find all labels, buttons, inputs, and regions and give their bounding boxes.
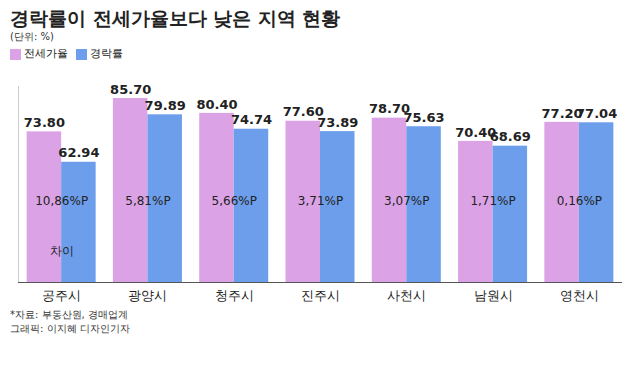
html-text:경락률이 전세가율보다 낮은 지역 현황: 경락률이 전세가율보다 낮은 지역 현황 — [10, 7, 341, 29]
svg-text:77.04: 77.04 — [576, 106, 617, 121]
svg-text:3,07%P: 3,07%P — [384, 194, 429, 208]
svg-text:74.74: 74.74 — [231, 112, 272, 127]
svg-text:75.63: 75.63 — [403, 110, 444, 125]
svg-text:차이: 차이 — [50, 244, 74, 258]
html-text:경락률: 경락률 — [90, 47, 123, 60]
svg-text:5,66%P: 5,66%P — [212, 194, 257, 208]
svg-text:진주시: 진주시 — [301, 288, 340, 303]
svg-text:1,71%P: 1,71%P — [470, 194, 515, 208]
svg-text:77.20: 77.20 — [541, 105, 583, 121]
html-text:그래픽: 이지혜 디자인기자: 그래픽: 이지혜 디자인기자 — [10, 323, 130, 334]
svg-text:영천시: 영천시 — [560, 288, 599, 303]
svg-text:공주시: 공주시 — [42, 288, 81, 303]
svg-text:10,86%P: 10,86%P — [35, 194, 88, 208]
svg-text:62.94: 62.94 — [58, 145, 99, 160]
svg-text:73.80: 73.80 — [24, 115, 65, 130]
svg-text:남원시: 남원시 — [474, 288, 513, 303]
svg-text:68.69: 68.69 — [490, 129, 531, 144]
svg-text:77.60: 77.60 — [282, 104, 324, 120]
svg-text:0,16%P: 0,16%P — [557, 194, 602, 208]
svg-text:청주시: 청주시 — [215, 288, 254, 303]
html-text:전세가율: 전세가율 — [24, 47, 68, 60]
svg-text:80.40: 80.40 — [196, 97, 237, 112]
html-text:*자료: 부동산원, 경매업계: *자료: 부동산원, 경매업계 — [10, 309, 128, 320]
svg-text:79.89: 79.89 — [145, 98, 186, 113]
svg-text:78.70: 78.70 — [369, 101, 411, 117]
svg-text:85.70: 85.70 — [110, 82, 151, 97]
html-text:(단위: %): (단위: %) — [10, 31, 54, 42]
svg-text:70.40: 70.40 — [455, 124, 497, 140]
svg-text:사천시: 사천시 — [387, 288, 426, 303]
svg-text:3,71%P: 3,71%P — [298, 194, 343, 208]
svg-text:광양시: 광양시 — [128, 288, 167, 303]
svg-text:73.89: 73.89 — [317, 115, 358, 130]
svg-text:5,81%P: 5,81%P — [125, 194, 170, 208]
